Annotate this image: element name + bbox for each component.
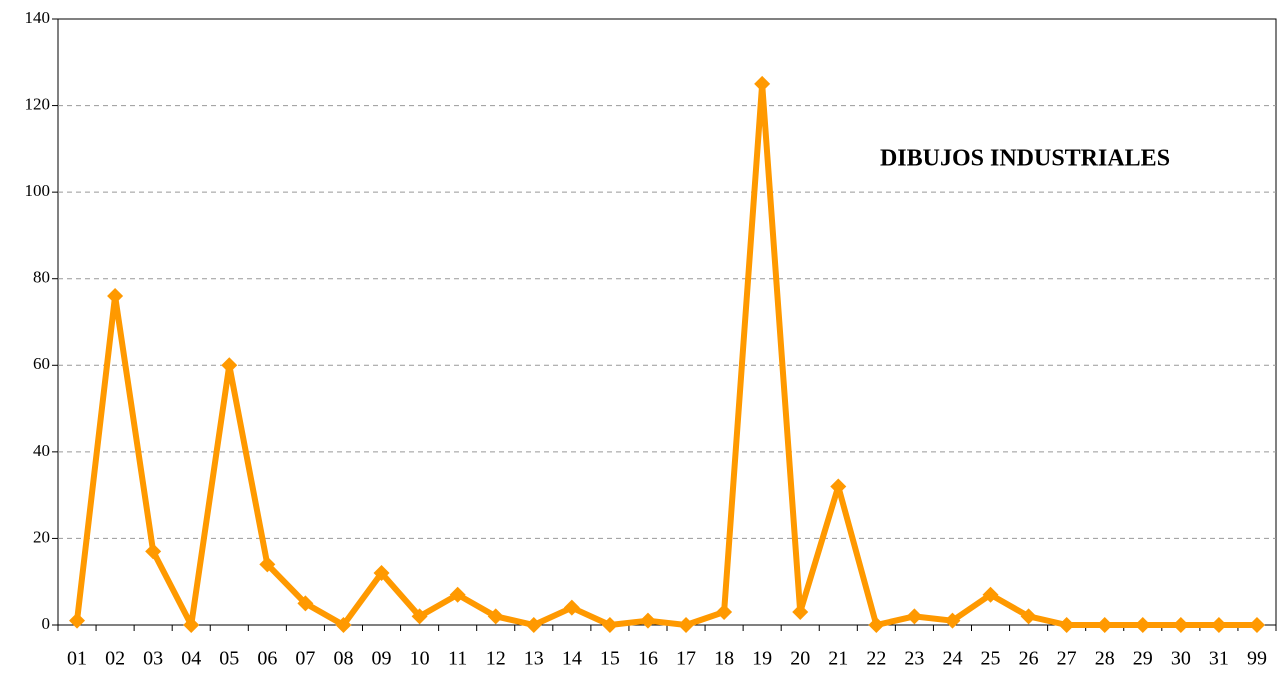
x-tick-label: 20 [790, 648, 810, 670]
marker [525, 617, 542, 633]
marker [944, 612, 961, 629]
x-tick-label: 19 [752, 648, 772, 670]
marker [1020, 608, 1037, 625]
y-tick-label: 80 [33, 268, 50, 287]
x-tick-label: 18 [714, 648, 734, 670]
marker [868, 617, 885, 633]
marker [563, 599, 580, 616]
marker [1058, 617, 1075, 633]
marker [1134, 617, 1151, 633]
plot-border [57, 18, 1277, 626]
x-tick-label: 23 [904, 648, 924, 670]
x-tick-label: 16 [638, 648, 658, 670]
marker [145, 543, 162, 560]
x-tick-label: 28 [1095, 648, 1115, 670]
marker [982, 586, 999, 603]
x-tick-label: 13 [524, 648, 544, 670]
marker [601, 617, 618, 633]
x-tick-label: 26 [1019, 648, 1039, 670]
x-tick-label: 31 [1209, 648, 1229, 670]
y-tick-label: 140 [25, 8, 51, 27]
marker [259, 556, 276, 573]
x-tick-label: 21 [828, 648, 848, 670]
marker [411, 608, 428, 625]
marker [107, 288, 124, 305]
y-tick-label: 120 [25, 94, 51, 113]
x-tick-label: 14 [562, 648, 582, 670]
x-tick-label: 30 [1171, 648, 1191, 670]
marker [297, 595, 314, 612]
marker [1248, 617, 1265, 633]
marker [678, 617, 695, 633]
x-tick-label: 99 [1247, 648, 1267, 670]
x-tick-label: 02 [105, 648, 125, 670]
x-tick-label: 04 [181, 648, 201, 670]
marker [792, 604, 809, 621]
y-tick-label: 60 [33, 354, 50, 373]
y-tick-label: 0 [42, 614, 51, 633]
y-tick-label: 20 [33, 527, 50, 546]
marker [906, 608, 923, 625]
marker [639, 612, 656, 629]
x-tick-label: 03 [143, 648, 163, 670]
y-tick-label: 100 [25, 181, 51, 200]
marker [1096, 617, 1113, 633]
marker [830, 478, 847, 495]
x-tick-label: 06 [257, 648, 277, 670]
x-tick-label: 01 [67, 648, 87, 670]
chart-annotation: DIBUJOS INDUSTRIALES [880, 146, 1170, 172]
x-tick-label: 17 [676, 648, 696, 670]
x-tick-label: 11 [448, 648, 467, 670]
x-tick-label: 10 [410, 648, 430, 670]
marker [716, 604, 733, 621]
x-tick-label: 07 [295, 648, 315, 670]
marker [183, 617, 200, 633]
marker [487, 608, 504, 625]
marker [335, 617, 352, 633]
x-tick-label: 08 [333, 648, 353, 670]
marker [1172, 617, 1189, 633]
x-tick-label: 05 [219, 648, 239, 670]
marker [373, 565, 390, 582]
x-tick-label: 22 [866, 648, 886, 670]
x-tick-label: 12 [486, 648, 506, 670]
marker [221, 357, 238, 374]
x-tick-label: 24 [942, 648, 962, 670]
x-tick-label: 27 [1057, 648, 1077, 670]
x-tick-label: 29 [1133, 648, 1153, 670]
marker [1210, 617, 1227, 633]
marker [754, 75, 771, 92]
x-tick-label: 25 [981, 648, 1001, 670]
marker [449, 586, 466, 603]
y-tick-label: 40 [33, 441, 50, 460]
marker [69, 612, 86, 629]
x-tick-label: 15 [600, 648, 620, 670]
x-tick-label: 09 [372, 648, 392, 670]
